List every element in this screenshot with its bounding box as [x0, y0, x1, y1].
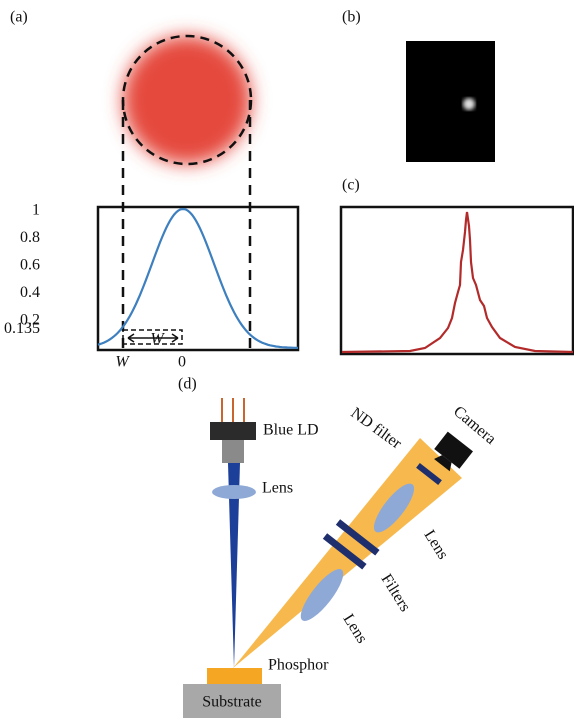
panel-label: (d): [178, 376, 197, 393]
spot-image: [463, 98, 475, 110]
y-tick-label: 0.4: [20, 284, 40, 301]
intensity-profile: [342, 212, 573, 352]
gaussian-profile: [98, 209, 298, 348]
lens: [212, 485, 256, 499]
y-tick-label: 0.8: [20, 229, 40, 246]
wires: [222, 398, 244, 422]
x-label: 0: [178, 354, 186, 371]
panel-label: (a): [10, 9, 28, 26]
x-label: W: [150, 331, 165, 348]
phosphor: [207, 668, 262, 684]
label: Phosphor: [268, 657, 329, 674]
blue-ld: [210, 422, 256, 440]
ld-mount: [222, 440, 244, 463]
y-tick-label: 1: [32, 202, 40, 219]
y-tick-label: 0.6: [20, 256, 40, 273]
label: Substrate: [202, 694, 262, 711]
plot-frame: [98, 207, 298, 350]
camera-image: [406, 41, 495, 162]
figure: (a) W W 0 10.80.60.40.20.135 (b) (c) (d)…: [0, 0, 574, 718]
label: Lens: [339, 611, 370, 646]
panel-label: (c): [342, 177, 360, 194]
label: Lens: [420, 527, 451, 562]
label: Filters: [377, 571, 413, 615]
plot-frame: [341, 207, 573, 354]
label: Blue LD: [263, 422, 319, 439]
x-label: W: [115, 354, 130, 371]
panel-label: (b): [342, 9, 361, 26]
label: ND filter: [347, 404, 405, 452]
label: Lens: [262, 480, 293, 497]
y-tick-label: 0.135: [4, 320, 40, 337]
